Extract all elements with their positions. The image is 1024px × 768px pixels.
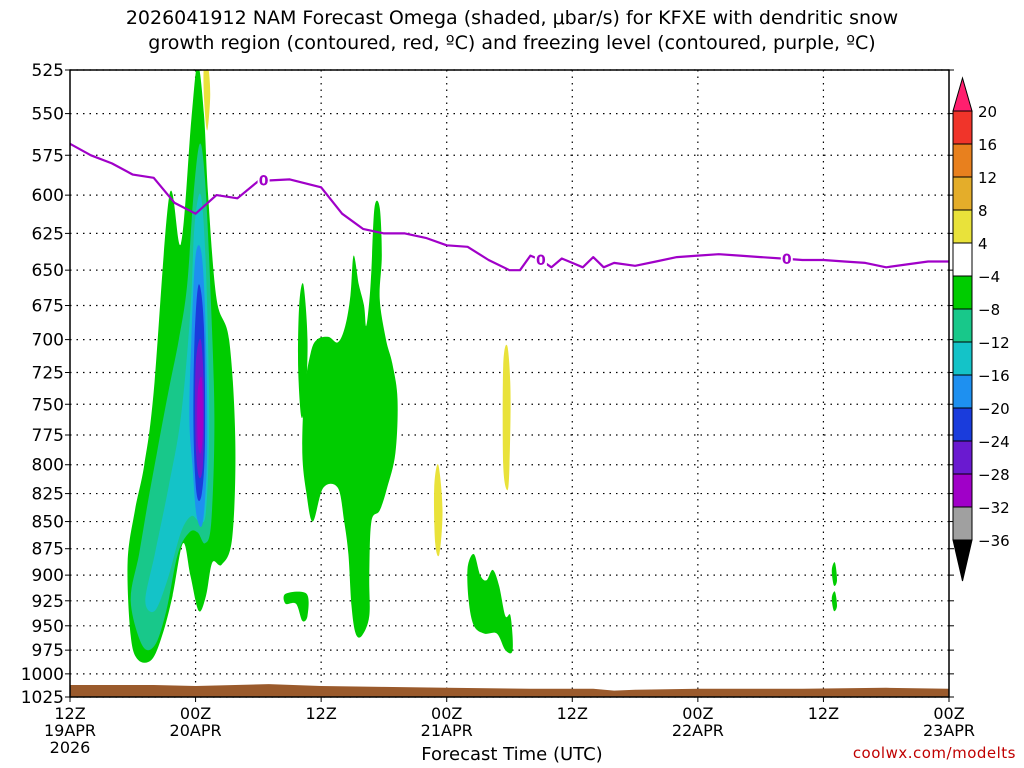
- colorbar-swatch: [952, 143, 973, 178]
- omega-region: [831, 591, 838, 612]
- x-tick-label: 12Z: [557, 704, 588, 723]
- y-tick-label: 1025: [21, 688, 64, 708]
- colorbar-swatch: [952, 539, 973, 582]
- y-tick-label: 675: [32, 297, 64, 317]
- colorbar-swatch: [952, 473, 973, 508]
- ground-fill: [70, 684, 949, 697]
- colorbar-label: −4: [978, 268, 1000, 286]
- omega-region: [302, 200, 398, 638]
- colorbar-label: 12: [978, 169, 997, 187]
- freezing-level-label: 0: [536, 253, 546, 269]
- x-tick-label: 00Z: [933, 704, 964, 723]
- omega-region: [502, 344, 511, 491]
- x-tick-label: 12Z: [808, 704, 839, 723]
- colorbar-swatch: [952, 506, 973, 541]
- y-tick-label: 900: [32, 566, 64, 586]
- x-tick-label: 21APR: [421, 721, 473, 740]
- x-tick-label: 22APR: [672, 721, 724, 740]
- freezing-level-contour: 0 0 0: [70, 142, 949, 272]
- omega-region: [831, 562, 838, 586]
- colorbar-label: −20: [978, 400, 1010, 418]
- freezing-level-label: 0: [259, 174, 269, 190]
- y-tick-label: 525: [32, 61, 64, 81]
- omega-region: [433, 464, 443, 557]
- x-tick-label: 2026: [50, 738, 91, 757]
- y-tick-label: 950: [32, 617, 64, 637]
- colorbar-swatch: [952, 407, 973, 442]
- colorbar-label: −28: [978, 466, 1010, 484]
- colorbar-label: −16: [978, 367, 1010, 385]
- x-tick-label: 12Z: [305, 704, 336, 723]
- y-tick-label: 825: [32, 485, 64, 505]
- contour-label-bg: [534, 252, 547, 269]
- site-credit: coolwx.com/modelts: [852, 744, 1016, 762]
- y-tick-label: 850: [32, 513, 64, 533]
- y-tick-label: 625: [32, 224, 64, 244]
- x-tick-label: 00Z: [431, 704, 462, 723]
- colorbar: 20 16 12 8 4 −4 −8 −12 −16 −20 −24 −28 −32 −36: [952, 76, 1010, 582]
- y-tick-label: 650: [32, 261, 64, 281]
- colorbar-label: −12: [978, 334, 1010, 352]
- plot-frame: [69, 69, 950, 698]
- contour-label-bg: [257, 172, 270, 189]
- y-tick-label: 775: [32, 426, 64, 446]
- omega-region: [283, 591, 309, 622]
- colorbar-swatch: [952, 374, 973, 409]
- contour-label-bg: [780, 250, 793, 267]
- omega-region: [197, 376, 203, 454]
- y-tick-label: 975: [32, 641, 64, 661]
- colorbar-label: −36: [978, 532, 1010, 550]
- x-tick-label: 23APR: [923, 721, 975, 740]
- y-tick-label: 1000: [21, 665, 64, 685]
- x-tick-label: 00Z: [180, 704, 211, 723]
- y-tick-label: 800: [32, 456, 64, 476]
- y-tick-label: 925: [32, 592, 64, 612]
- colorbar-label: −24: [978, 433, 1010, 451]
- omega-shading: [127, 70, 838, 663]
- y-tick-label: 700: [32, 331, 64, 351]
- x-tick-label: 12Z: [54, 704, 85, 723]
- colorbar-label: 20: [978, 103, 997, 121]
- colorbar-swatch: [952, 275, 973, 310]
- y-tick-label: 750: [32, 395, 64, 415]
- colorbar-swatch: [952, 110, 973, 145]
- y-tick-label: 875: [32, 540, 64, 560]
- colorbar-swatch: [952, 308, 973, 343]
- x-tick-label: 20APR: [170, 721, 222, 740]
- omega-region: [203, 70, 211, 131]
- y-tick-label: 600: [32, 186, 64, 206]
- colorbar-swatch: [952, 176, 973, 211]
- colorbar-swatch: [952, 440, 973, 475]
- y-tick-label: 575: [32, 146, 64, 166]
- colorbar-label: −8: [978, 301, 1000, 319]
- y-tick-label: 550: [32, 105, 64, 125]
- x-tick-label: 19APR: [44, 721, 96, 740]
- omega-region: [298, 283, 308, 419]
- colorbar-swatch: [952, 242, 973, 277]
- freezing-level-label: 0: [782, 252, 792, 268]
- y-axis-ticks: 525 550 575 600 625 650 675 700 725 750 775 800 825 8…: [21, 61, 954, 708]
- colorbar-label: 8: [978, 202, 988, 220]
- title-line-1: 2026041912 NAM Forecast Omega (shaded, μ…: [125, 7, 899, 29]
- x-axis-label: Forecast Time (UTC): [421, 744, 603, 765]
- colorbar-label: 16: [978, 136, 997, 154]
- colorbar-swatch: [952, 341, 973, 376]
- colorbar-label: 4: [978, 235, 988, 253]
- colorbar-swatch: [952, 76, 973, 112]
- colorbar-label: −32: [978, 499, 1010, 517]
- chart-title: 2026041912 NAM Forecast Omega (shaded, μ…: [0, 6, 1024, 56]
- omega-region: [467, 553, 513, 654]
- y-tick-label: 725: [32, 363, 64, 383]
- colorbar-swatch: [952, 209, 973, 244]
- x-tick-label: 00Z: [682, 704, 713, 723]
- title-line-2: growth region (contoured, red, ºC) and f…: [148, 32, 876, 54]
- ground: [70, 684, 949, 697]
